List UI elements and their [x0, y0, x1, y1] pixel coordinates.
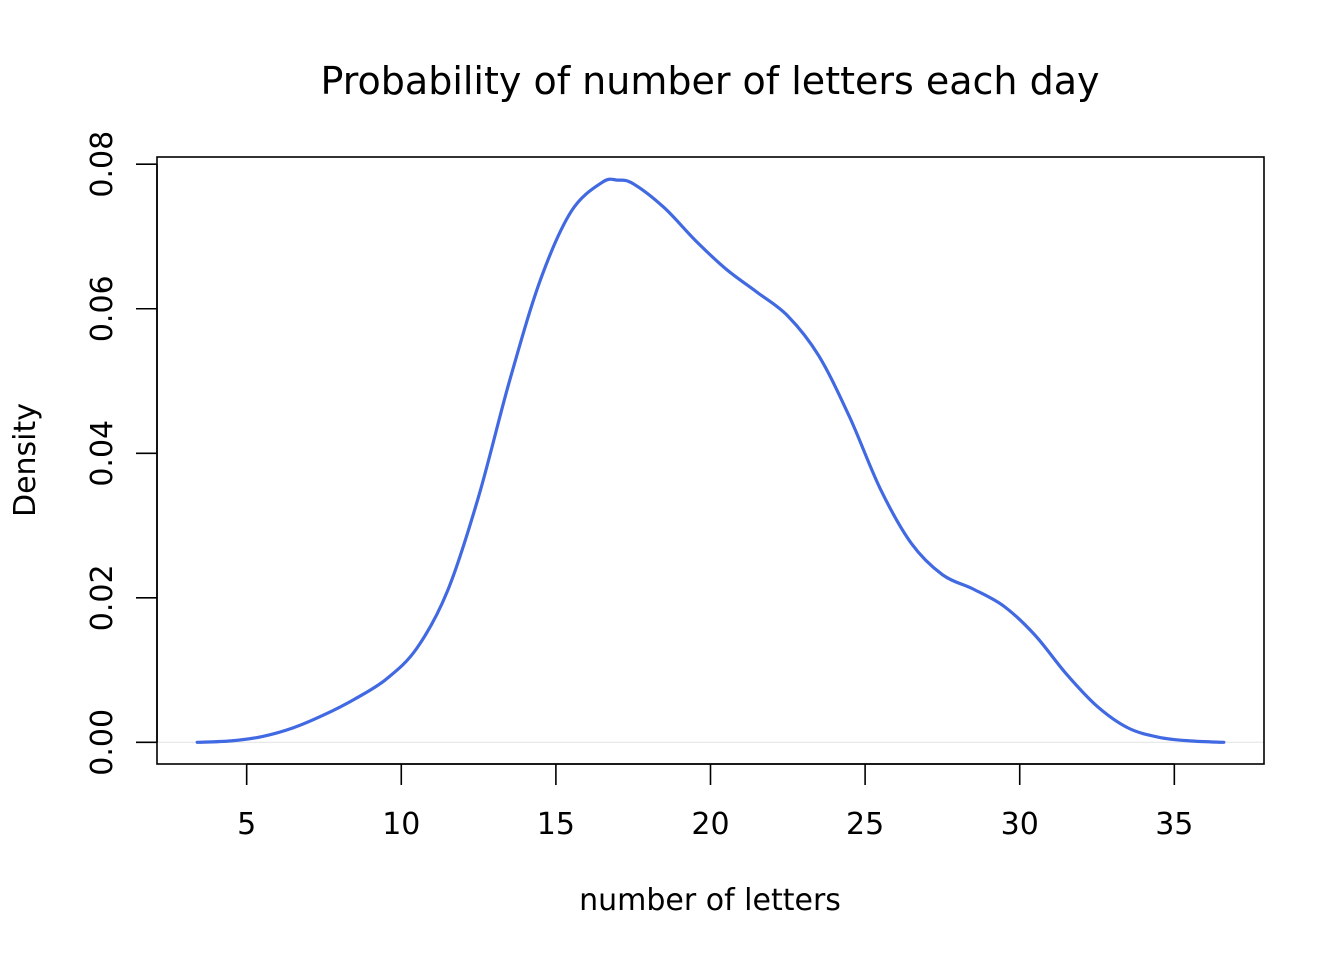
- plot-frame: [156, 156, 1265, 765]
- y-axis: 0.00 0.02 0.04 0.06 0.08: [85, 131, 158, 776]
- x-tick-label-25: 25: [846, 807, 884, 842]
- x-axis: 5 10 15 20 25 30 35: [237, 763, 1193, 842]
- x-tick-label-5: 5: [237, 807, 256, 842]
- x-tick-label-10: 10: [382, 807, 420, 842]
- y-tick-label-0.04: 0.04: [85, 420, 120, 487]
- x-axis-label: number of letters: [579, 883, 841, 918]
- density-curve-0: [195, 177, 1226, 744]
- x-tick-label-35: 35: [1155, 807, 1193, 842]
- chart-title: Probability of number of letters each da…: [321, 59, 1100, 103]
- y-tick-label-0.00: 0.00: [85, 709, 120, 776]
- x-tick-label-20: 20: [691, 807, 729, 842]
- y-tick-label-0.08: 0.08: [85, 131, 120, 198]
- x-tick-label-30: 30: [1001, 807, 1039, 842]
- y-tick-label-0.02: 0.02: [85, 564, 120, 631]
- x-tick-label-15: 15: [537, 807, 575, 842]
- y-tick-label-0.06: 0.06: [85, 275, 120, 342]
- plot-area: [157, 177, 1264, 744]
- y-axis-label: Density: [8, 403, 43, 517]
